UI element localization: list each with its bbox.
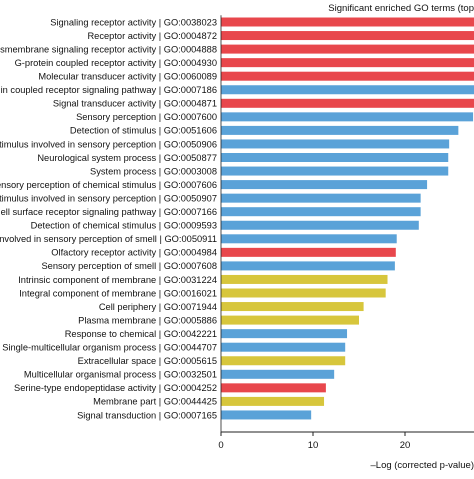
category-label-18: Olfactory receptor activity | GO:0004984: [51, 248, 217, 258]
chart-title: Significant enriched GO terms (top: [328, 3, 474, 14]
category-label-29: Membrane part | GO:0044425: [93, 397, 217, 407]
category-label-15: ell surface receptor signaling pathway |…: [1, 207, 217, 217]
bar-27: [221, 370, 334, 379]
bar-12: [221, 167, 448, 176]
category-label-13: ensory perception of chemical stimulus |…: [0, 180, 217, 190]
category-label-23: Plasma membrane | GO:0005886: [78, 315, 217, 325]
category-label-4: G-protein coupled receptor activity | GO…: [15, 58, 217, 68]
category-label-26: Extracellular space | GO:0005615: [78, 356, 217, 366]
bar-24: [221, 329, 347, 338]
category-label-30: Signal transduction | GO:0007165: [77, 410, 217, 420]
category-label-9: Detection of stimulus | GO:0051606: [70, 126, 217, 136]
category-label-12: System process | GO:0003008: [90, 166, 217, 176]
bar-9: [221, 126, 458, 135]
category-label-7: Signal transducer activity | GO:0004871: [53, 99, 217, 109]
category-label-22: Cell periphery | GO:0071944: [99, 302, 217, 312]
category-label-27: Multicellular organismal process | GO:00…: [24, 370, 217, 380]
bar-14: [221, 194, 421, 203]
category-label-11: Neurological system process | GO:0050877: [37, 153, 217, 163]
category-label-28: Serine-type endopeptidase activity | GO:…: [14, 383, 217, 393]
bar-11: [221, 153, 448, 162]
bar-18: [221, 248, 396, 257]
category-label-3: esmembrane signaling receptor activity |…: [0, 44, 217, 54]
category-labels-group: Signaling receptor activity | GO:0038023…: [0, 17, 217, 420]
category-label-2: Receptor activity | GO:0004872: [87, 31, 217, 41]
bar-25: [221, 343, 345, 352]
bar-16: [221, 221, 419, 230]
bar-8: [221, 112, 473, 121]
bar-6: [221, 85, 474, 94]
bar-28: [221, 383, 326, 392]
category-label-6: in coupled receptor signaling pathway | …: [1, 85, 217, 95]
bar-30: [221, 410, 311, 419]
x-tick-label-0: 0: [218, 440, 223, 451]
bar-10: [221, 139, 449, 148]
category-label-14: timulus involved in sensory perception |…: [0, 193, 217, 203]
bar-22: [221, 302, 364, 311]
bar-13: [221, 180, 427, 189]
bar-21: [221, 289, 386, 298]
x-tick-label-20: 20: [400, 440, 411, 451]
x-tick-label-10: 10: [308, 440, 319, 451]
bar-3: [221, 45, 474, 54]
bar-2: [221, 31, 474, 40]
bar-1: [221, 18, 474, 27]
category-label-16: Detection of chemical stimulus | GO:0009…: [31, 221, 217, 231]
bar-26: [221, 356, 345, 365]
category-label-25: Single-multicellular organism process | …: [2, 343, 217, 353]
x-axis-label: –Log (corrected p-value): [371, 460, 474, 471]
category-label-1: Signaling receptor activity | GO:0038023: [50, 17, 217, 27]
bars-group: [221, 18, 474, 420]
bar-19: [221, 261, 395, 270]
category-label-24: Response to chemical | GO:0042221: [65, 329, 217, 339]
category-label-20: Intrinsic component of membrane | GO:003…: [18, 275, 217, 285]
bar-29: [221, 397, 324, 406]
bar-23: [221, 316, 359, 325]
category-label-8: Sensory perception | GO:0007600: [76, 112, 217, 122]
bar-5: [221, 72, 474, 81]
bar-17: [221, 234, 397, 243]
category-label-21: Integral component of membrane | GO:0016…: [19, 288, 217, 298]
bar-15: [221, 207, 421, 216]
bar-20: [221, 275, 388, 284]
bar-4: [221, 58, 474, 67]
bar-7: [221, 99, 474, 108]
category-label-19: Sensory perception of smell | GO:0007608: [41, 261, 217, 271]
category-label-5: Molecular transducer activity | GO:00600…: [38, 72, 217, 82]
category-label-17: nvolved in sensory perception of smell |…: [0, 234, 217, 244]
category-label-10: timulus involved in sensory perception |…: [0, 139, 217, 149]
